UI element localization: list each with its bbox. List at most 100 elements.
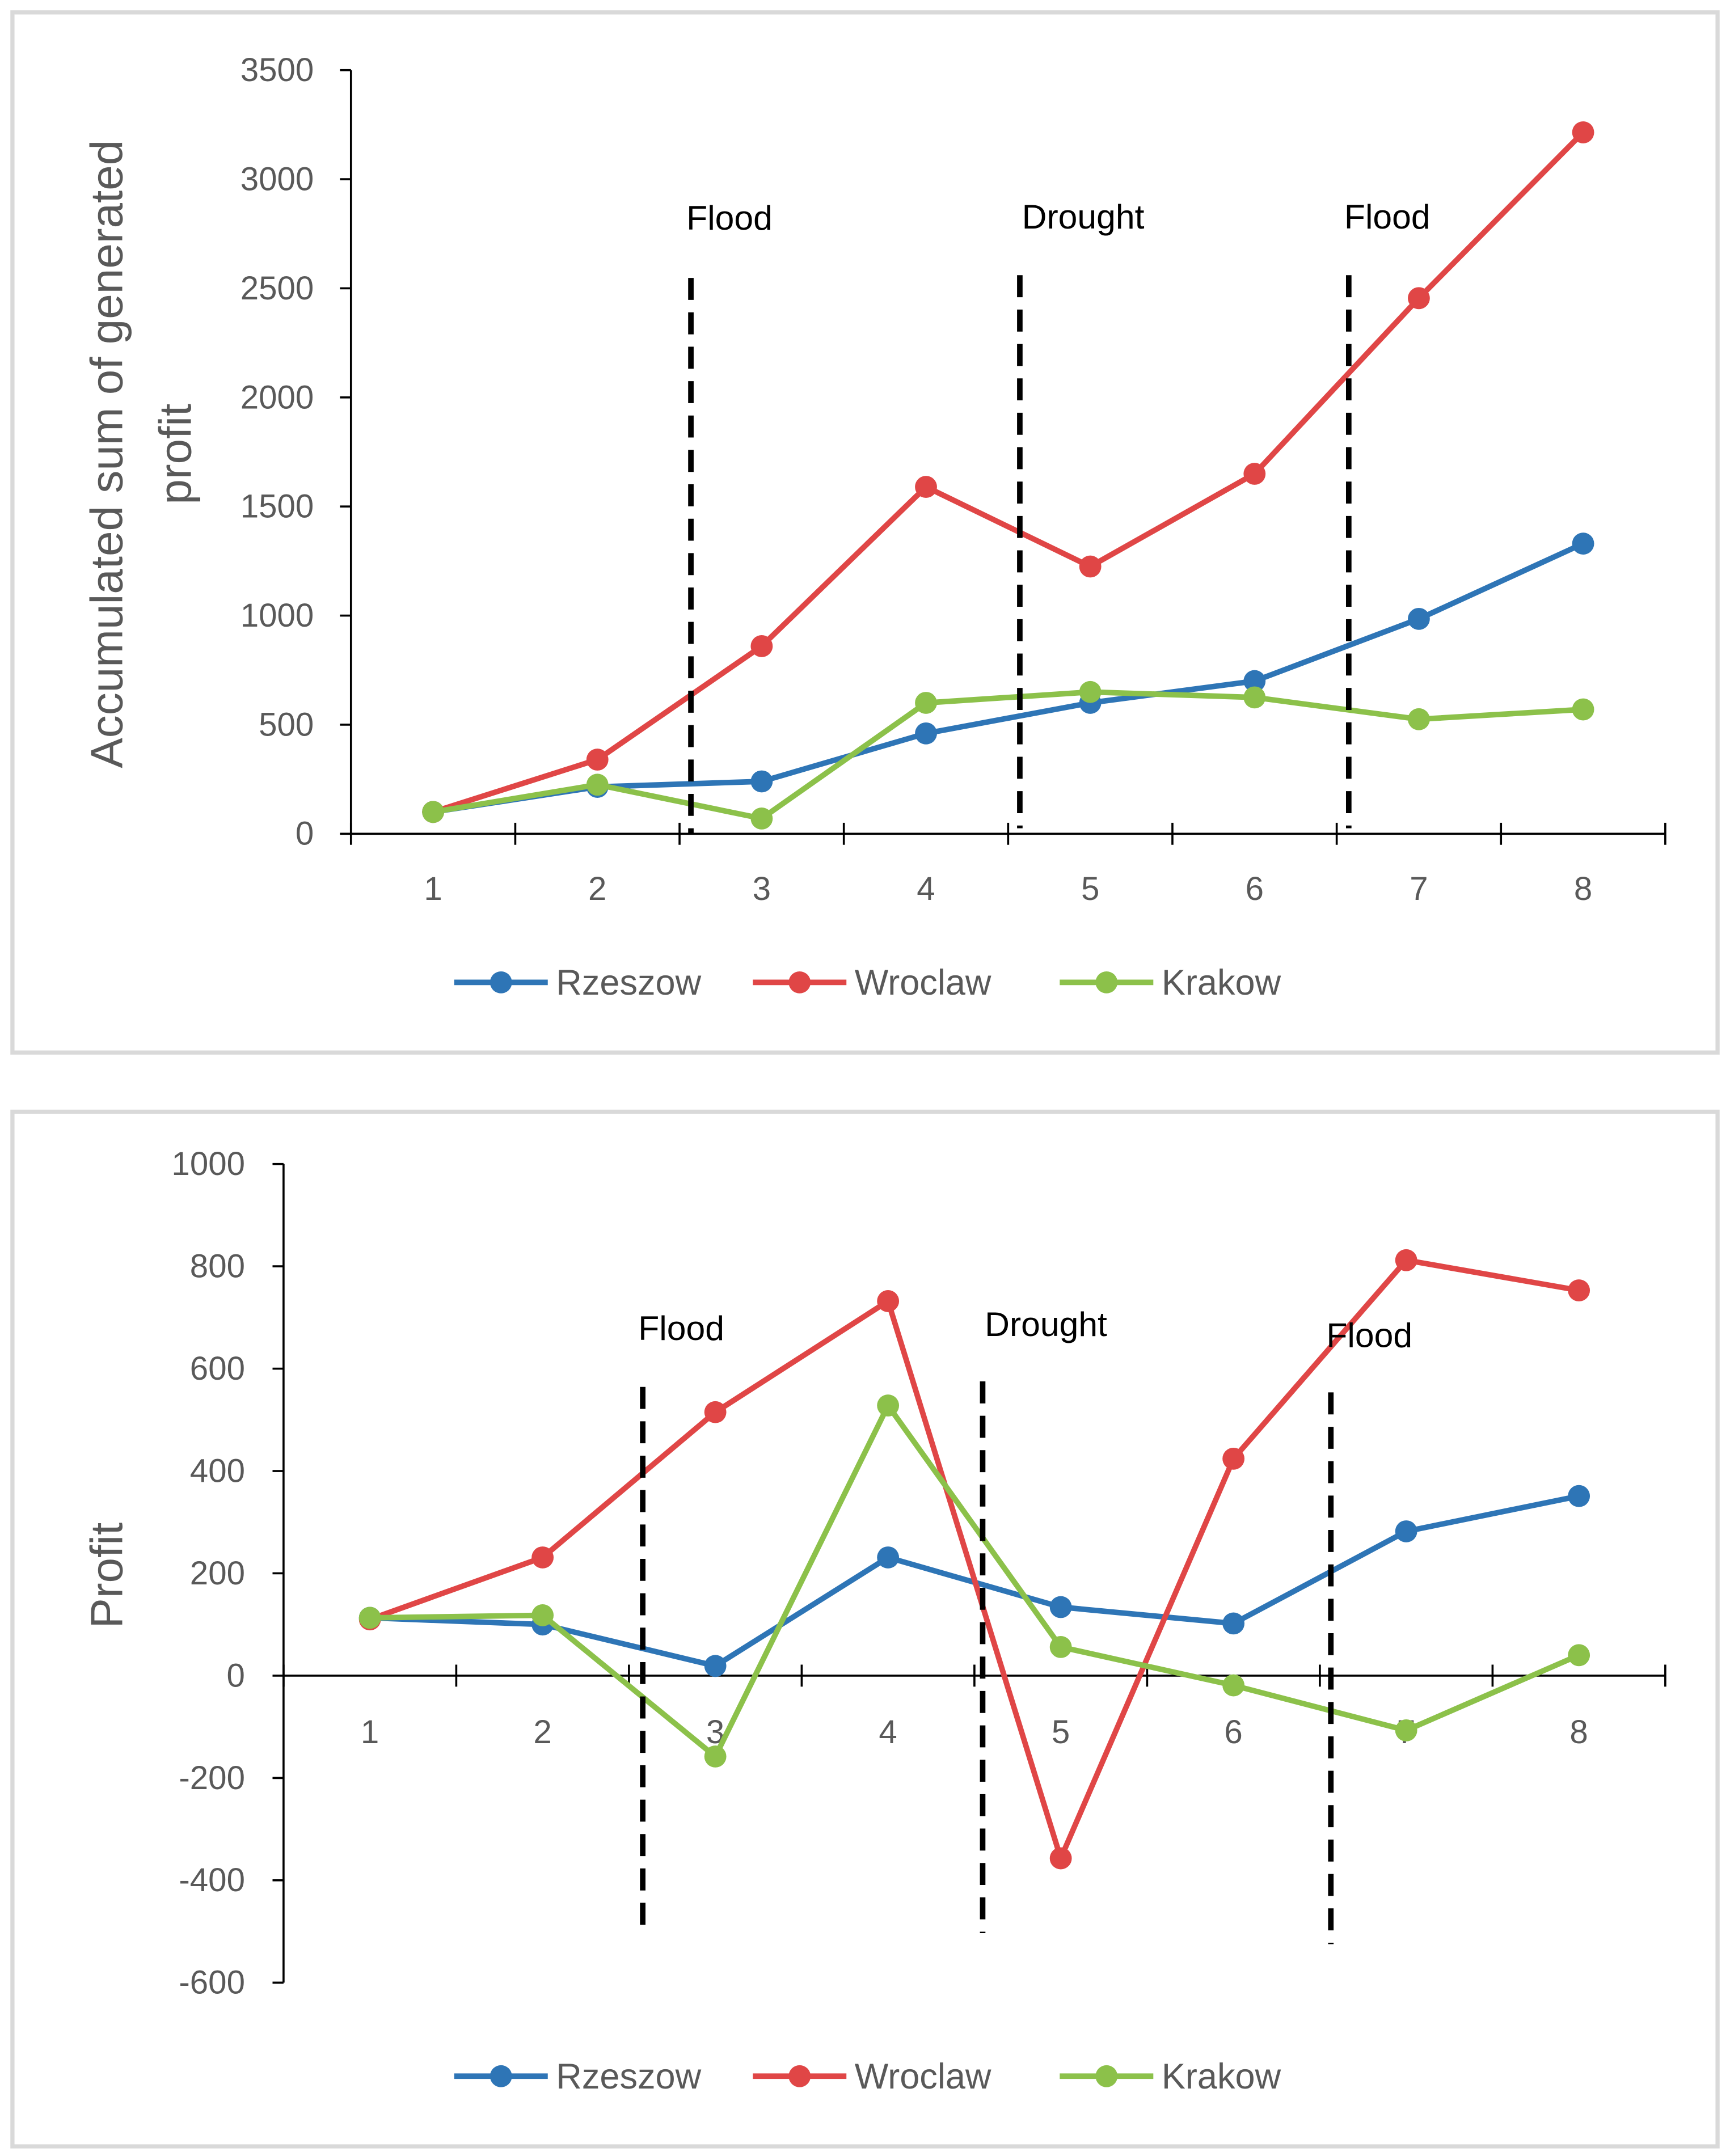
series-wroclaw (358, 1249, 1590, 1870)
y-tick-label: 0 (296, 815, 314, 852)
x-tick-label: 7 (1410, 870, 1428, 907)
x-tick-label: 4 (917, 870, 935, 907)
data-point (915, 476, 937, 498)
data-point (586, 749, 609, 771)
data-point (1395, 1520, 1417, 1542)
legend-label: Rzeszow (556, 2057, 701, 2096)
data-point (586, 773, 609, 796)
data-point (1222, 1447, 1245, 1470)
event-label: Flood (686, 198, 773, 237)
series-line (432, 541, 1585, 815)
series-krakow (422, 680, 1594, 830)
legend-swatch-marker (1095, 2065, 1118, 2087)
data-point (1568, 1279, 1590, 1301)
data-point (1408, 708, 1430, 730)
data-point (1395, 1249, 1417, 1271)
y-tick-label: 3000 (240, 161, 314, 198)
data-point (1222, 1612, 1245, 1635)
legend-label: Wroclaw (855, 963, 991, 1003)
chart-frame (10, 10, 1720, 1055)
chart-frame (10, 1109, 1720, 2149)
chart-2: -600-400-2000200400600800100012345678Pro… (10, 1109, 1720, 2149)
data-point (1049, 1635, 1072, 1658)
y-tick-label: 1000 (240, 597, 314, 634)
data-point (1049, 1847, 1072, 1870)
data-point (1408, 287, 1430, 310)
x-tick-label: 8 (1574, 870, 1592, 907)
data-point (1395, 1719, 1417, 1741)
y-tick-label: 600 (190, 1350, 245, 1387)
y-axis-title: profit (150, 404, 201, 505)
x-tick-label: 6 (1246, 870, 1264, 907)
x-tick-label: 4 (879, 1714, 897, 1751)
data-point (1049, 1596, 1072, 1618)
y-tick-label: 400 (190, 1452, 245, 1489)
y-tick-label: 1500 (240, 488, 314, 525)
x-tick-label: 8 (1569, 1714, 1588, 1751)
x-tick-label: 2 (533, 1714, 551, 1751)
series-line (432, 689, 1584, 822)
legend-label: Rzeszow (556, 963, 701, 1003)
y-tick-label: 2500 (240, 270, 314, 307)
legend-item-rzeszow: Rzeszow (454, 963, 702, 1003)
chart-1: 0 500 1000 1500 2000 2500 3000 3500 1 2 3 4 5 6 7 8 Accu… (10, 10, 1720, 1055)
y-tick-label: 3500 (240, 52, 314, 88)
data-point (1572, 532, 1594, 555)
data-point (877, 1394, 900, 1417)
y-tick-label: -400 (179, 1862, 245, 1899)
data-point (915, 692, 937, 714)
data-point (1568, 1644, 1590, 1667)
y-axis-title: Accumulated sum of generated (81, 140, 132, 768)
data-point (704, 1655, 727, 1677)
legend-item-krakow: Krakow (1060, 963, 1281, 1003)
x-tick-label: 2 (588, 870, 606, 907)
event-label: Flood (1326, 1316, 1412, 1354)
data-point (1568, 1485, 1590, 1507)
data-point (1079, 680, 1102, 703)
data-point (422, 801, 445, 823)
x-tick-label: 1 (361, 1714, 379, 1751)
data-point (1222, 1674, 1245, 1697)
data-point (531, 1546, 554, 1569)
legend-item-krakow: Krakow (1060, 2057, 1281, 2096)
data-point (531, 1604, 554, 1626)
event-label: Drought (1022, 197, 1145, 236)
legend-swatch-marker (788, 2065, 811, 2087)
data-point (1243, 686, 1266, 709)
legend-label: Krakow (1162, 963, 1281, 1003)
data-point (1079, 555, 1102, 578)
y-tick-label: 2000 (240, 379, 314, 416)
y-tick-label: 800 (190, 1248, 245, 1285)
event-label: Flood (1344, 197, 1431, 236)
data-point (1572, 121, 1594, 143)
legend-label: Krakow (1162, 2057, 1281, 2096)
event-label: Flood (638, 1309, 724, 1347)
y-tick-label: 1000 (171, 1145, 245, 1182)
data-point (1572, 698, 1594, 721)
y-tick-label: 0 (227, 1657, 245, 1694)
data-point (915, 722, 937, 745)
legend-swatch-marker (490, 971, 512, 994)
legend-item-wroclaw: Wroclaw (753, 2057, 991, 2096)
series-line (370, 1402, 1580, 1760)
data-point (877, 1546, 900, 1569)
data-point (750, 807, 773, 830)
y-tick-label: 500 (259, 706, 314, 743)
y-axis-title: Profit (81, 1523, 132, 1629)
data-point (704, 1745, 727, 1768)
data-point (750, 770, 773, 793)
series-krakow (358, 1394, 1590, 1768)
event-label: Drought (985, 1305, 1107, 1343)
data-point (1243, 670, 1266, 692)
x-tick-label: 5 (1052, 1714, 1070, 1751)
data-point (877, 1290, 900, 1312)
y-tick-label: -200 (179, 1760, 245, 1796)
data-point (358, 1607, 381, 1629)
series-line (432, 130, 1585, 815)
data-point (1408, 607, 1430, 630)
y-tick-label: -600 (179, 1964, 245, 2001)
legend-swatch-marker (788, 971, 811, 994)
data-point (704, 1401, 727, 1423)
legend-swatch-marker (490, 2065, 512, 2087)
